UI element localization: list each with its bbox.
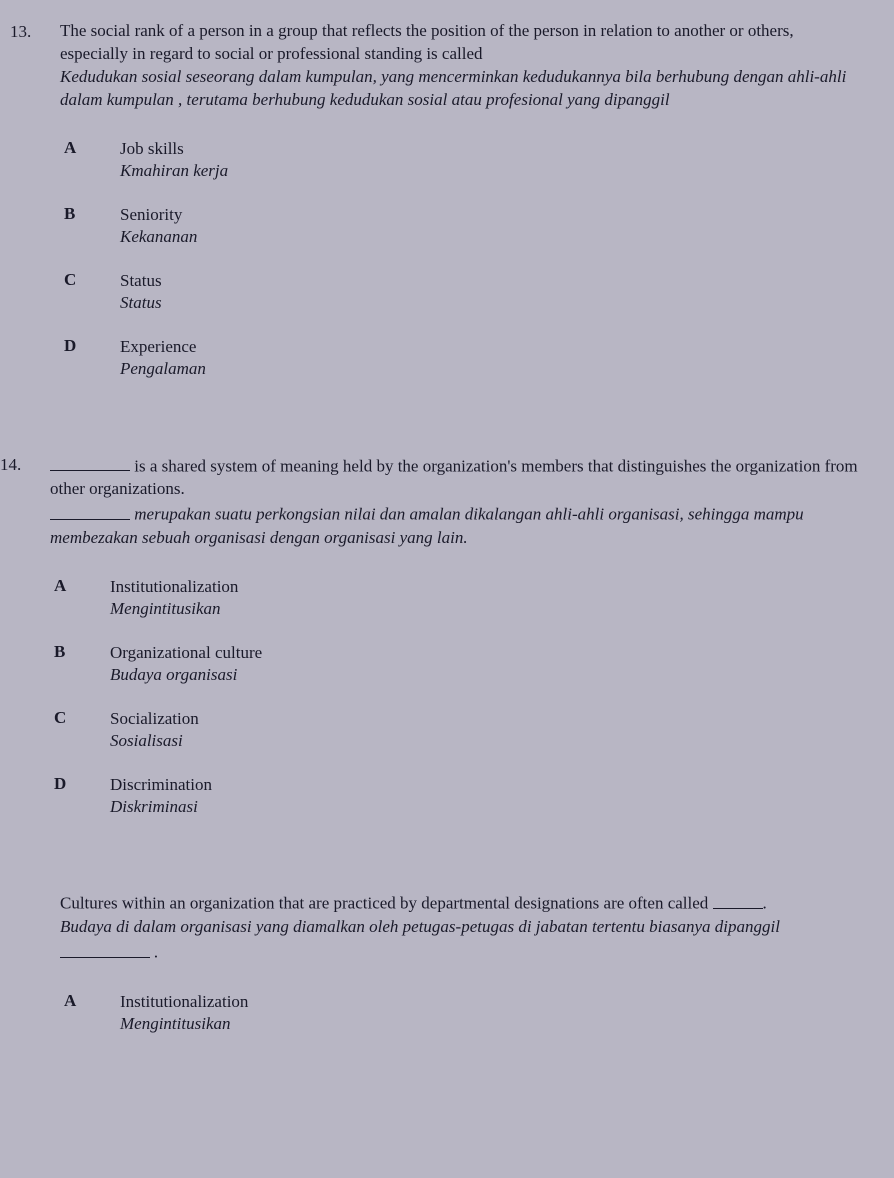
options-list: A Institutionalization Mengintitusikan <box>60 991 864 1035</box>
question-13: 13. The social rank of a person in a gro… <box>10 20 864 403</box>
question-text-my: Budaya di dalam organisasi yang diamalka… <box>60 916 864 965</box>
option-letter: A <box>60 138 120 182</box>
option-my: Status <box>120 292 864 314</box>
option-en: Socialization <box>110 708 864 730</box>
option-en: Experience <box>120 336 864 358</box>
question-text-my: Kedudukan sosial seseorang dalam kumpula… <box>60 66 864 112</box>
option-C: C Socialization Sosialisasi <box>50 708 864 752</box>
question-number <box>10 890 60 1034</box>
option-text: Experience Pengalaman <box>120 336 864 380</box>
option-my: Budaya organisasi <box>110 664 864 686</box>
period: . <box>150 943 159 962</box>
option-en: Institutionalization <box>120 991 864 1013</box>
question-15: Cultures within an organization that are… <box>10 890 864 1034</box>
blank-line <box>50 453 130 472</box>
option-en: Organizational culture <box>110 642 864 664</box>
option-letter: C <box>50 708 110 752</box>
text-my-part: Budaya di dalam organisasi yang diamalka… <box>60 917 780 936</box>
question-text-en: is a shared system of meaning held by th… <box>50 453 864 502</box>
option-my: Sosialisasi <box>110 730 864 752</box>
option-my: Kekananan <box>120 226 864 248</box>
option-letter: D <box>50 774 110 818</box>
text-my-part: merupakan suatu perkongsian nilai dan am… <box>50 505 804 547</box>
question-text-en: The social rank of a person in a group t… <box>60 20 864 66</box>
option-D: D Experience Pengalaman <box>60 336 864 380</box>
option-letter: B <box>50 642 110 686</box>
question-number: 14. <box>0 453 50 841</box>
option-my: Kmahiran kerja <box>120 160 864 182</box>
options-list: A Institutionalization Mengintitusikan B… <box>50 576 864 819</box>
option-my: Diskriminasi <box>110 796 864 818</box>
question-body: is a shared system of meaning held by th… <box>50 453 864 841</box>
option-text: Job skills Kmahiran kerja <box>120 138 864 182</box>
option-B: B Organizational culture Budaya organisa… <box>50 642 864 686</box>
option-A: A Institutionalization Mengintitusikan <box>50 576 864 620</box>
option-text: Organizational culture Budaya organisasi <box>110 642 864 686</box>
option-text: Seniority Kekananan <box>120 204 864 248</box>
question-text-my: merupakan suatu perkongsian nilai dan am… <box>50 501 864 550</box>
option-en: Seniority <box>120 204 864 226</box>
option-letter: C <box>60 270 120 314</box>
question-14: 14. is a shared system of meaning held b… <box>10 453 864 841</box>
option-text: Institutionalization Mengintitusikan <box>120 991 864 1035</box>
text-en-part: Cultures within an organization that are… <box>60 894 713 913</box>
option-letter: A <box>60 991 120 1035</box>
option-A: A Job skills Kmahiran kerja <box>60 138 864 182</box>
option-my: Pengalaman <box>120 358 864 380</box>
option-B: B Seniority Kekananan <box>60 204 864 248</box>
option-my: Mengintitusikan <box>120 1013 864 1035</box>
blank-line <box>60 939 150 958</box>
option-A: A Institutionalization Mengintitusikan <box>60 991 864 1035</box>
option-letter: B <box>60 204 120 248</box>
option-text: Status Status <box>120 270 864 314</box>
blank-line <box>50 501 130 520</box>
question-number: 13. <box>10 20 60 403</box>
question-body: The social rank of a person in a group t… <box>60 20 864 403</box>
option-en: Job skills <box>120 138 864 160</box>
options-list: A Job skills Kmahiran kerja B Seniority … <box>60 138 864 381</box>
text-en-part: is a shared system of meaning held by th… <box>50 456 858 498</box>
option-letter: D <box>60 336 120 380</box>
option-my: Mengintitusikan <box>110 598 864 620</box>
option-en: Institutionalization <box>110 576 864 598</box>
option-text: Socialization Sosialisasi <box>110 708 864 752</box>
blank-line <box>713 890 763 909</box>
option-text: Discrimination Diskriminasi <box>110 774 864 818</box>
option-en: Discrimination <box>110 774 864 796</box>
option-en: Status <box>120 270 864 292</box>
period: . <box>763 894 767 913</box>
option-C: C Status Status <box>60 270 864 314</box>
option-D: D Discrimination Diskriminasi <box>50 774 864 818</box>
question-body: Cultures within an organization that are… <box>60 890 864 1034</box>
option-letter: A <box>50 576 110 620</box>
question-text-en: Cultures within an organization that are… <box>60 890 864 916</box>
option-text: Institutionalization Mengintitusikan <box>110 576 864 620</box>
